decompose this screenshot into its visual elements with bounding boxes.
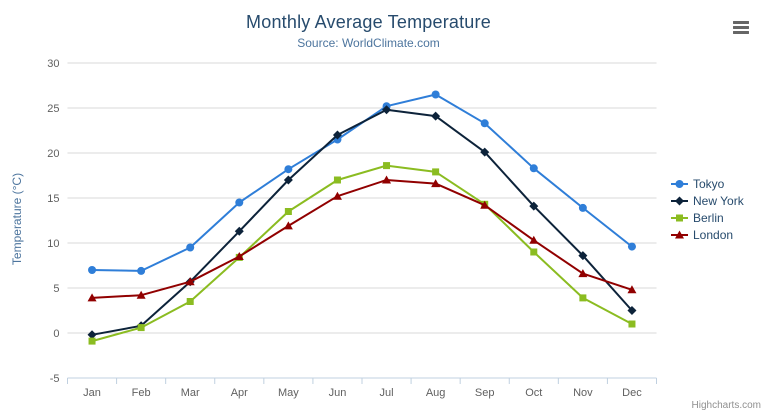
y-axis-tick-label: 5 bbox=[53, 283, 59, 295]
hamburger-icon bbox=[733, 21, 749, 24]
data-point-new-york-nov[interactable] bbox=[578, 251, 588, 261]
x-axis-tick-label: Aug bbox=[426, 387, 446, 399]
x-axis-tick-label: Oct bbox=[525, 387, 542, 399]
data-point-london-jan[interactable] bbox=[87, 293, 97, 302]
data-point-london-aug[interactable] bbox=[431, 179, 441, 188]
x-axis-tick-label: Sep bbox=[475, 387, 495, 399]
data-point-london-nov[interactable] bbox=[578, 269, 588, 278]
data-point-berlin-may[interactable] bbox=[284, 208, 292, 215]
data-point-new-york-may[interactable] bbox=[283, 175, 293, 185]
y-axis-title: Temperature (°C) bbox=[10, 172, 24, 266]
data-point-berlin-feb[interactable] bbox=[137, 324, 145, 332]
legend-item-tokyo[interactable]: Tokyo bbox=[671, 176, 744, 192]
data-point-berlin-aug[interactable] bbox=[432, 168, 440, 176]
data-point-new-york-sep[interactable] bbox=[480, 147, 490, 157]
data-point-tokyo-feb[interactable] bbox=[137, 266, 146, 275]
data-point-london-sep[interactable] bbox=[480, 200, 490, 209]
legend: Tokyo New York Berlin London bbox=[671, 176, 744, 244]
legend-marker-shape bbox=[675, 180, 684, 188]
x-axis-tick-label: Nov bbox=[573, 387, 593, 399]
data-point-tokyo-jan[interactable] bbox=[88, 266, 97, 274]
legend-marker-triangle-icon bbox=[671, 230, 688, 239]
data-point-new-york-jan[interactable] bbox=[87, 330, 97, 340]
x-axis-tick-label: Jul bbox=[380, 387, 394, 399]
legend-item-new-york[interactable]: New York bbox=[671, 193, 744, 209]
y-axis-tick-label: 10 bbox=[47, 238, 59, 250]
data-point-tokyo-oct[interactable] bbox=[529, 164, 538, 173]
data-point-berlin-mar[interactable] bbox=[186, 298, 194, 305]
data-point-tokyo-may[interactable] bbox=[284, 165, 293, 174]
hamburger-icon bbox=[733, 31, 749, 34]
export-menu-button[interactable] bbox=[732, 20, 750, 35]
data-point-new-york-jun[interactable] bbox=[332, 130, 342, 140]
legend-label: London bbox=[693, 228, 734, 242]
x-axis-tick-label: Jan bbox=[83, 387, 101, 399]
legend-marker-shape bbox=[676, 214, 683, 222]
legend-item-berlin[interactable]: Berlin bbox=[671, 210, 744, 226]
legend-marker-shape bbox=[675, 196, 684, 206]
data-point-berlin-jan[interactable] bbox=[88, 337, 96, 345]
x-axis-tick-label: May bbox=[278, 387, 299, 399]
y-axis-tick-label: -5 bbox=[50, 373, 60, 385]
data-point-tokyo-dec[interactable] bbox=[627, 242, 636, 251]
data-point-new-york-apr[interactable] bbox=[234, 226, 244, 236]
series-line-berlin[interactable] bbox=[91, 164, 633, 343]
data-point-new-york-aug[interactable] bbox=[431, 111, 441, 121]
data-point-berlin-nov[interactable] bbox=[579, 294, 587, 302]
legend-label: New York bbox=[693, 194, 744, 208]
x-axis-tick-label: Dec bbox=[622, 387, 642, 399]
data-point-london-jun[interactable] bbox=[332, 191, 342, 200]
y-axis-tick-label: 0 bbox=[53, 328, 59, 340]
legend-label: Berlin bbox=[693, 211, 724, 225]
data-point-tokyo-mar[interactable] bbox=[186, 243, 195, 252]
x-axis-tick-label: Jun bbox=[329, 387, 347, 399]
data-point-new-york-jul[interactable] bbox=[382, 105, 392, 115]
legend-marker-circle-icon bbox=[671, 180, 688, 188]
series-line-london[interactable] bbox=[91, 179, 633, 299]
data-point-berlin-jul[interactable] bbox=[383, 162, 391, 170]
y-axis-tick-label: 20 bbox=[47, 148, 59, 160]
x-axis-tick-label: Mar bbox=[181, 387, 200, 399]
data-point-london-feb[interactable] bbox=[136, 290, 146, 299]
legend-marker-shape bbox=[675, 230, 684, 239]
series-line-tokyo[interactable] bbox=[91, 93, 633, 272]
data-point-london-mar[interactable] bbox=[185, 277, 195, 286]
y-axis-tick-label: 15 bbox=[47, 193, 59, 205]
y-axis-tick-label: 25 bbox=[47, 103, 59, 115]
data-point-london-may[interactable] bbox=[283, 221, 293, 230]
legend-label: Tokyo bbox=[693, 177, 725, 191]
data-point-london-apr[interactable] bbox=[234, 252, 244, 260]
chart-title: Monthly Average Temperature bbox=[246, 12, 491, 32]
data-point-tokyo-sep[interactable] bbox=[480, 119, 489, 128]
data-point-berlin-dec[interactable] bbox=[628, 320, 636, 328]
highcharts-credit[interactable]: Highcharts.com bbox=[691, 400, 761, 411]
x-axis-tick-label: Feb bbox=[132, 387, 151, 399]
data-point-london-oct[interactable] bbox=[529, 235, 539, 244]
data-point-new-york-dec[interactable] bbox=[627, 306, 637, 315]
series-line-new-york[interactable] bbox=[91, 108, 633, 336]
legend-marker-diamond-icon bbox=[671, 196, 688, 206]
x-axis-tick-label: Apr bbox=[231, 387, 248, 399]
legend-item-london[interactable]: London bbox=[671, 227, 744, 243]
data-point-berlin-oct[interactable] bbox=[530, 248, 538, 256]
data-point-london-dec[interactable] bbox=[627, 285, 637, 294]
data-point-tokyo-nov[interactable] bbox=[578, 203, 587, 212]
data-point-london-jul[interactable] bbox=[382, 175, 392, 184]
data-point-tokyo-aug[interactable] bbox=[431, 90, 440, 99]
data-point-new-york-oct[interactable] bbox=[529, 201, 539, 211]
hamburger-icon bbox=[733, 26, 749, 29]
data-point-tokyo-apr[interactable] bbox=[235, 198, 244, 207]
chart-subtitle: Source: WorldClimate.com bbox=[297, 36, 440, 50]
data-point-berlin-jun[interactable] bbox=[333, 176, 341, 184]
legend-marker-square-icon bbox=[671, 214, 688, 222]
y-axis-tick-label: 30 bbox=[47, 58, 59, 70]
